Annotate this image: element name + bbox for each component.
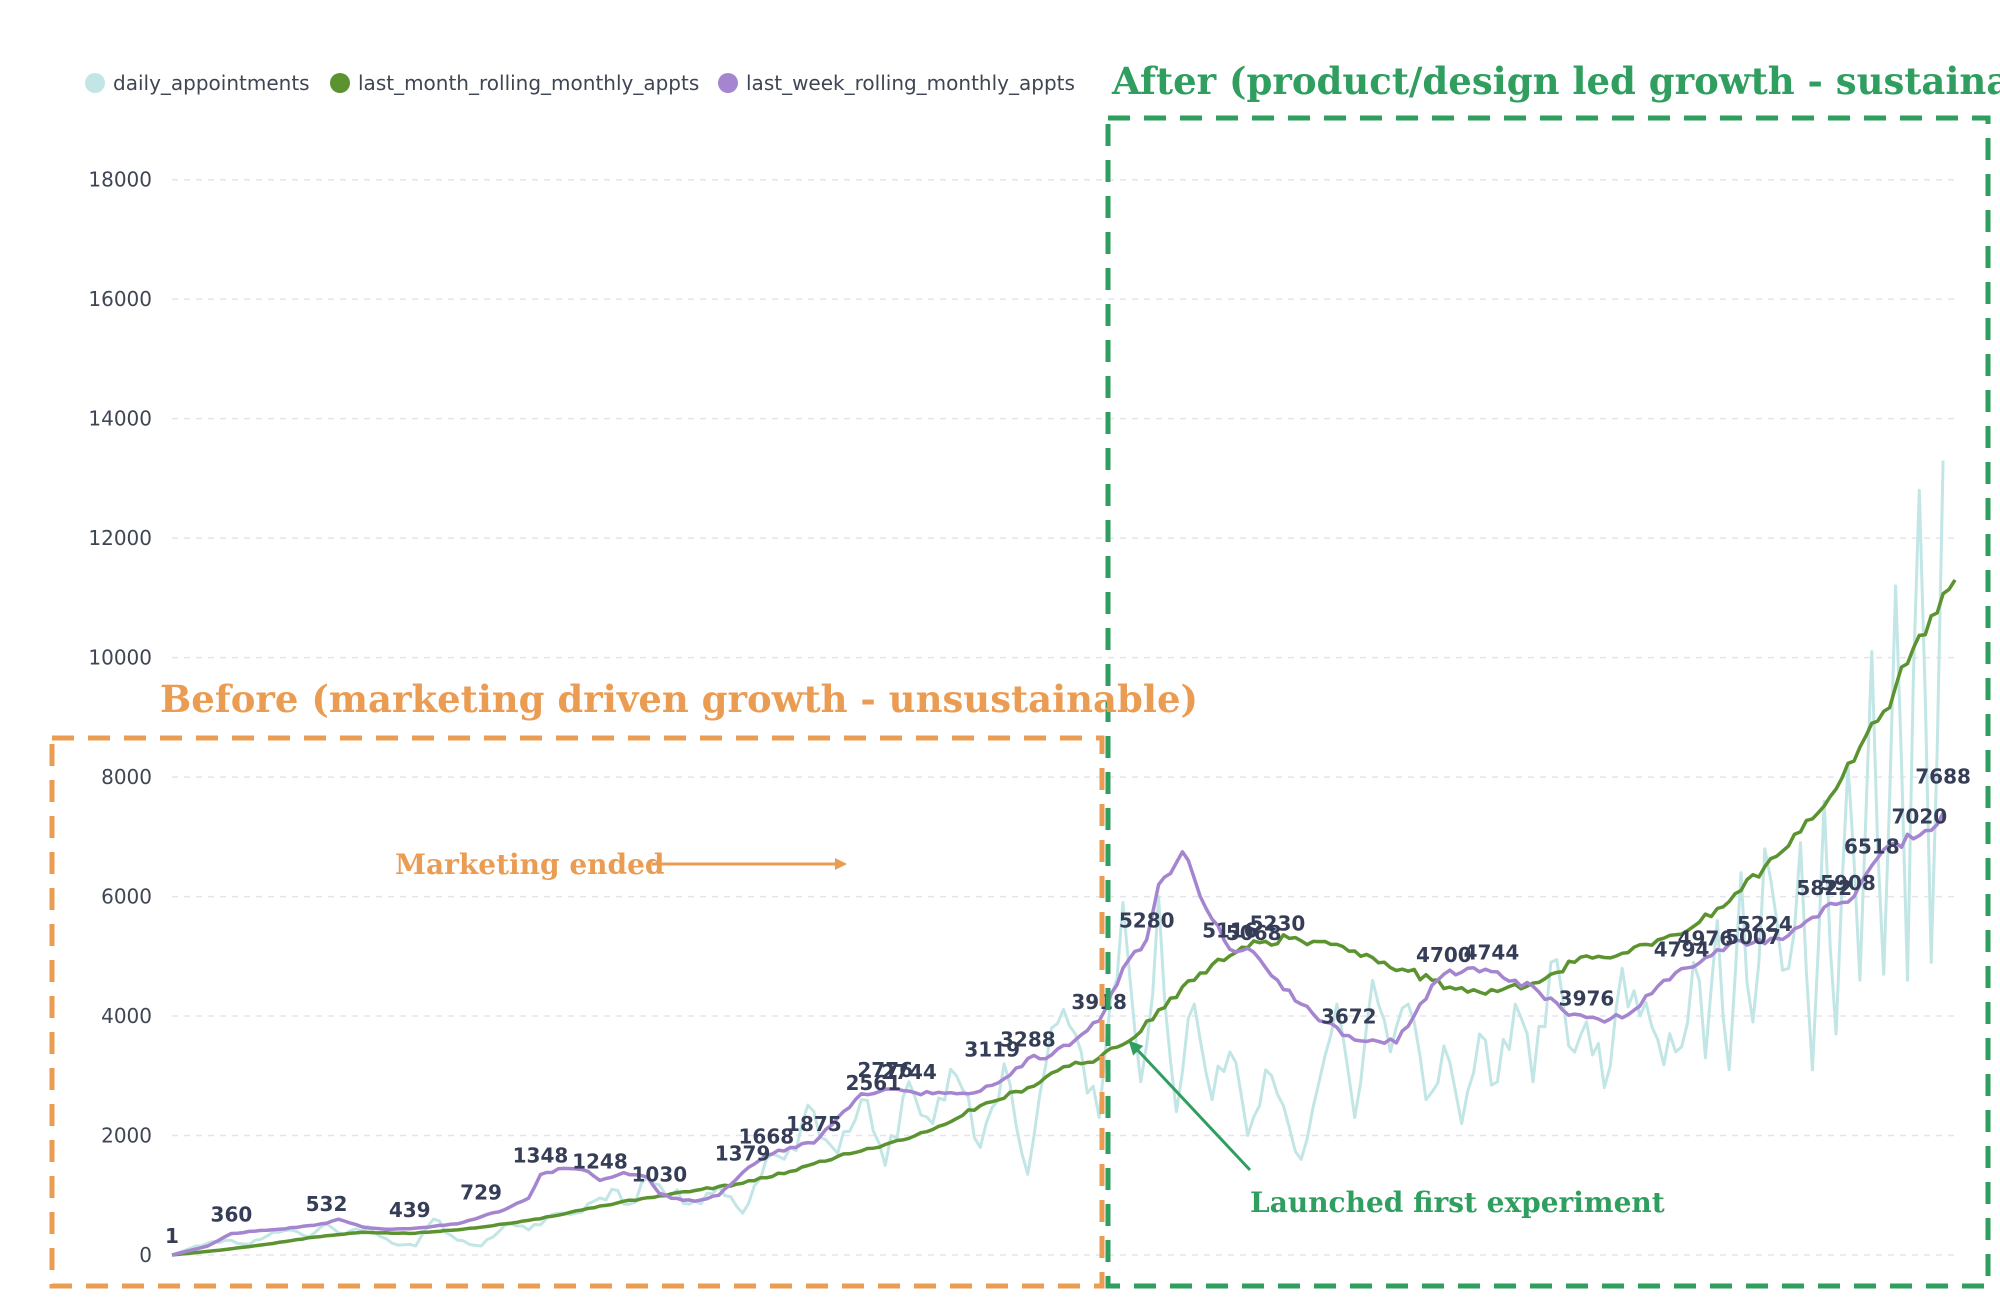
y-tick-label-18000: 18000	[88, 168, 152, 192]
before-region-title: Before (marketing driven growth - unsust…	[160, 677, 1198, 721]
data-label-21: 3672	[1321, 1005, 1377, 1029]
legend-item-daily-appointments[interactable]: daily_appointments	[85, 71, 310, 95]
data-label-2: 532	[306, 1192, 348, 1216]
data-label-7: 1030	[632, 1162, 688, 1186]
y-tick-label-2000: 2000	[101, 1124, 152, 1148]
data-label-19: 5068	[1226, 921, 1282, 945]
series-line-daily-appointments	[171, 460, 1945, 1257]
y-tick-label-4000: 4000	[101, 1004, 152, 1028]
data-label-4: 729	[460, 1180, 502, 1204]
y-tick-label-16000: 16000	[88, 287, 152, 311]
annotation-launched-first-experiment-arrow	[1128, 1040, 1252, 1172]
legend-label-last-week-rolling: last_week_rolling_monthly_appts	[746, 71, 1075, 95]
data-label-0: 1	[165, 1224, 179, 1248]
annotation-marketing-ended: Marketing ended	[395, 848, 665, 881]
data-label-14: 3119	[964, 1038, 1020, 1062]
series-lines	[171, 460, 1957, 1257]
y-axis-tick-labels: 0 2000 4000 6000 8000 10000 12000 14000 16000 180…	[88, 168, 152, 1267]
legend-swatch-last-week-rolling	[718, 73, 738, 93]
grid-lines	[172, 178, 1955, 1256]
data-label-12: 2776	[857, 1058, 913, 1082]
data-label-28: 5224	[1737, 912, 1793, 936]
data-label-11: 2561	[845, 1071, 901, 1095]
data-label-13: 2744	[881, 1060, 937, 1084]
data-label-20: 5230	[1250, 912, 1306, 936]
data-label-18: 5116	[1202, 918, 1258, 942]
y-tick-label-6000: 6000	[101, 885, 152, 909]
legend-swatch-daily-appointments	[85, 73, 105, 93]
y-tick-label-8000: 8000	[101, 765, 152, 789]
data-label-15: 3288	[1000, 1028, 1056, 1052]
legend-item-last-week-rolling[interactable]: last_week_rolling_monthly_appts	[718, 71, 1075, 95]
data-label-29: 5822	[1796, 876, 1852, 900]
legend-swatch-last-month-rolling	[330, 73, 350, 93]
legend-label-last-month-rolling: last_month_rolling_monthly_appts	[358, 71, 699, 95]
data-label-23: 4744	[1464, 941, 1520, 965]
data-label-30: 5908	[1820, 871, 1876, 895]
data-label-22: 4700	[1416, 943, 1472, 967]
data-label-33: 7688	[1915, 765, 1971, 789]
series-line-last-month-rolling-monthly-appts	[171, 578, 1957, 1257]
data-label-10: 1875	[786, 1112, 842, 1136]
legend-item-last-month-rolling[interactable]: last_month_rolling_monthly_appts	[330, 71, 699, 95]
data-label-24: 3976	[1559, 986, 1615, 1010]
y-tick-label-10000: 10000	[88, 646, 152, 670]
series-line-last-week-rolling-monthly-appts	[171, 812, 1945, 1257]
after-region-title: After (product/design led growth - susta…	[1111, 59, 2000, 103]
y-tick-label-14000: 14000	[88, 407, 152, 431]
data-label-6: 1248	[572, 1149, 628, 1173]
data-label-26: 4976	[1678, 927, 1734, 951]
data-label-17: 5280	[1119, 909, 1175, 933]
y-tick-label-12000: 12000	[88, 526, 152, 550]
data-label-32: 7020	[1892, 805, 1948, 829]
y-tick-label-0: 0	[139, 1243, 152, 1267]
legend: daily_appointments last_month_rolling_mo…	[85, 71, 1075, 95]
data-label-27: 5007	[1725, 925, 1781, 949]
data-label-5: 1348	[513, 1143, 569, 1167]
data-label-9: 1668	[738, 1124, 794, 1148]
data-label-31: 6518	[1844, 835, 1900, 859]
legend-label-daily-appointments: daily_appointments	[113, 71, 310, 95]
data-label-25: 4794	[1654, 938, 1710, 962]
after-region-frame	[1105, 115, 1991, 1289]
annotation-launched-first-experiment: Launched first experiment	[1250, 1186, 1665, 1219]
before-region-frame	[49, 735, 1105, 1289]
data-label-8: 1379	[715, 1142, 771, 1166]
data-label-3: 439	[389, 1198, 431, 1222]
data-label-16: 3918	[1071, 990, 1127, 1014]
data-label-1: 360	[211, 1202, 253, 1226]
